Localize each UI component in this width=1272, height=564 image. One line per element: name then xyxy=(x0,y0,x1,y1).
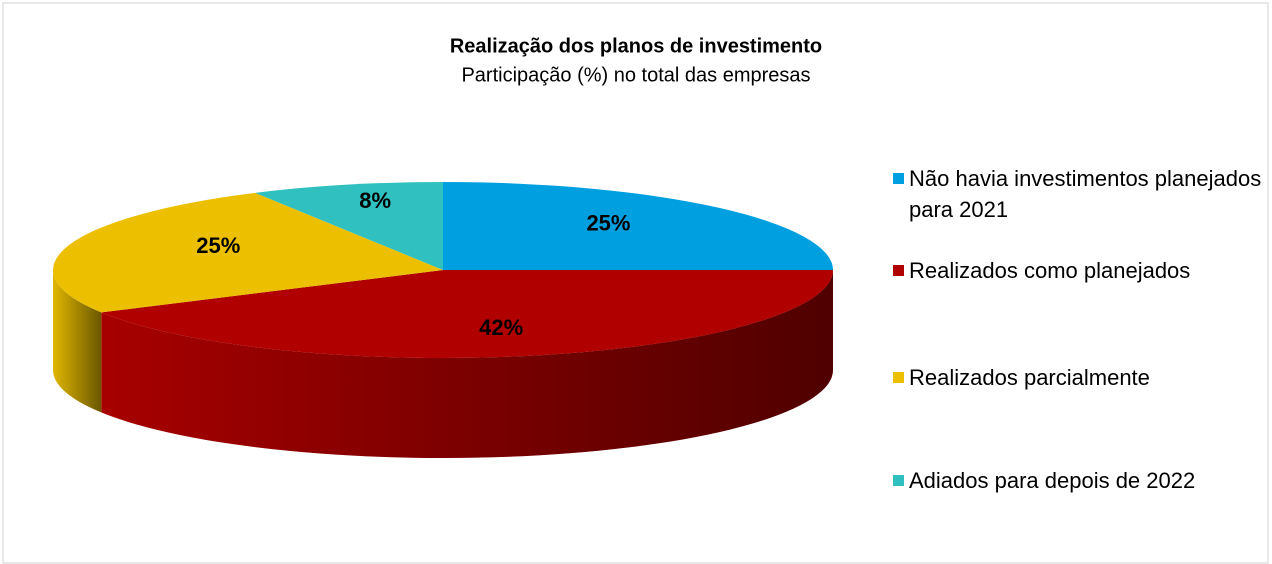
legend-swatch xyxy=(893,173,904,184)
slice xyxy=(443,182,833,270)
chart-title: Realização dos planos de investimento xyxy=(450,35,822,57)
legend-label: Adiados para depois de 2022 xyxy=(909,468,1196,493)
legend-swatch xyxy=(893,475,904,486)
slice xyxy=(255,182,443,270)
data-label: 8% xyxy=(359,188,391,213)
slice-side-shade xyxy=(101,270,833,458)
legend-item: Realizados parcialmente xyxy=(893,362,1272,393)
chart-subtitle: Participação (%) no total das empresas xyxy=(461,64,810,86)
legend-swatch xyxy=(893,265,904,276)
data-label: 25% xyxy=(586,210,630,235)
slice xyxy=(52,192,443,313)
data-label: 42% xyxy=(479,315,523,340)
legend-label: Realizados parcialmente xyxy=(909,365,1150,390)
data-label: 25% xyxy=(196,233,240,258)
slice-side-shade xyxy=(53,270,102,413)
slice xyxy=(101,270,833,359)
legend-swatch xyxy=(893,372,904,383)
legend-label: Realizados como planejados xyxy=(909,258,1191,283)
legend-item: Realizados como planejados xyxy=(893,255,1272,286)
legend-label: Não havia investimentos planejados para … xyxy=(909,166,1262,222)
legend-item: Não havia investimentos planejados para … xyxy=(893,163,1272,225)
legend-item: Adiados para depois de 2022 xyxy=(893,465,1272,496)
